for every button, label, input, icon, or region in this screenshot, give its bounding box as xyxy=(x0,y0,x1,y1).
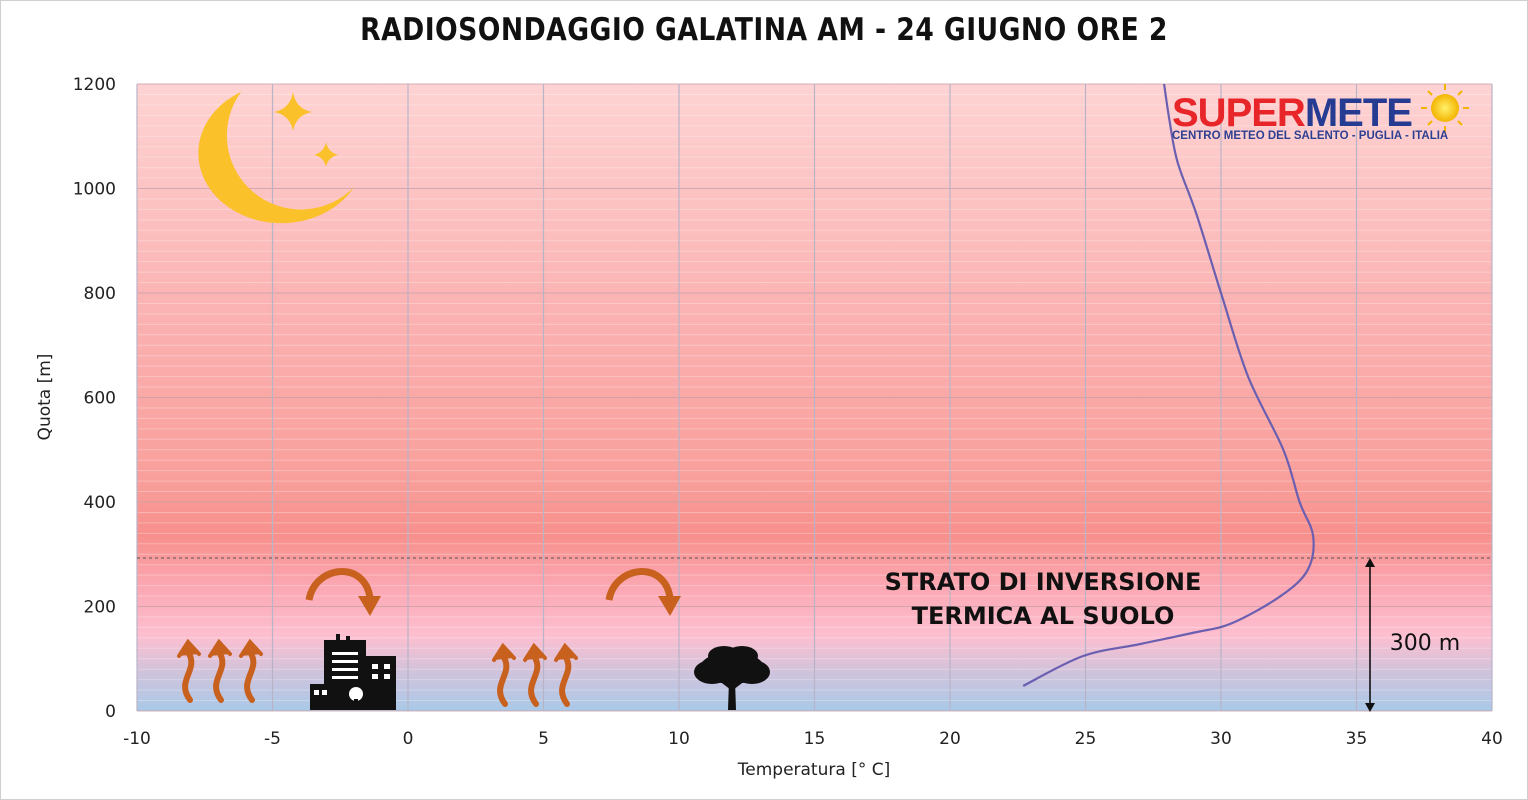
x-tick-label: 30 xyxy=(1210,729,1232,749)
temperature-profile-line xyxy=(1022,83,1315,687)
sun-icon xyxy=(1421,84,1469,132)
x-tick-label: 35 xyxy=(1346,729,1368,749)
logo: SUPERMETE CENTRO METEO DEL SALENTO - PUG… xyxy=(1172,91,1448,142)
x-tick-label: 20 xyxy=(939,729,961,749)
height-label: 300 m xyxy=(1390,631,1460,656)
y-tick-labels: 0 200 400 600 800 1000 1200 xyxy=(73,75,116,722)
logo-subtitle: CENTRO METEO DEL SALENTO - PUGLIA - ITAL… xyxy=(1172,130,1448,142)
x-axis-label: Temperatura [° C] xyxy=(737,760,890,780)
x-tick-label: 15 xyxy=(804,729,826,749)
x-tick-label: 25 xyxy=(1075,729,1097,749)
y-axis-label: Quota [m] xyxy=(35,354,55,441)
chart-marks xyxy=(1022,83,1315,687)
svg-text:SUPERMETE: SUPERMETE xyxy=(1172,91,1412,135)
x-tick-label: 10 xyxy=(668,729,690,749)
tree-icon xyxy=(694,646,770,710)
logo-part1: SUPER xyxy=(1172,91,1306,135)
logo-part2: METE xyxy=(1305,91,1412,135)
y-tick-label: 1200 xyxy=(73,75,116,95)
y-tick-label: 600 xyxy=(84,389,116,409)
star-icon xyxy=(274,92,312,131)
y-tick-label: 800 xyxy=(84,284,116,304)
y-tick-label: 200 xyxy=(84,598,116,618)
x-tick-label: -5 xyxy=(264,729,281,749)
x-tick-label: 5 xyxy=(538,729,549,749)
x-tick-label: 40 xyxy=(1481,729,1503,749)
y-tick-label: 400 xyxy=(84,493,116,513)
curved-arrow-icon xyxy=(605,568,681,616)
x-tick-label: 0 xyxy=(403,729,414,749)
heat-arrows-icon xyxy=(177,638,263,703)
inversion-label-line1: STRATO DI INVERSIONE xyxy=(885,568,1202,596)
building-icon xyxy=(310,634,396,710)
moon-icon xyxy=(198,92,354,224)
chart-title: RADIOSONDAGGIO GALATINA AM - 24 GIUGNO O… xyxy=(360,12,1168,48)
x-tick-labels: -10 -5 0 5 10 15 20 25 30 35 40 xyxy=(123,729,1503,749)
y-tick-label: 0 xyxy=(105,702,116,722)
height-arrow xyxy=(1365,558,1375,712)
heat-arrows-icon xyxy=(492,642,578,707)
inversion-label-line2: TERMICA AL SUOLO xyxy=(912,602,1175,630)
curved-arrow-icon xyxy=(305,568,381,616)
vertical-gridlines xyxy=(136,84,1493,711)
y-tick-label: 1000 xyxy=(73,180,116,200)
star-icon xyxy=(314,142,338,167)
x-tick-label: -10 xyxy=(123,729,151,749)
